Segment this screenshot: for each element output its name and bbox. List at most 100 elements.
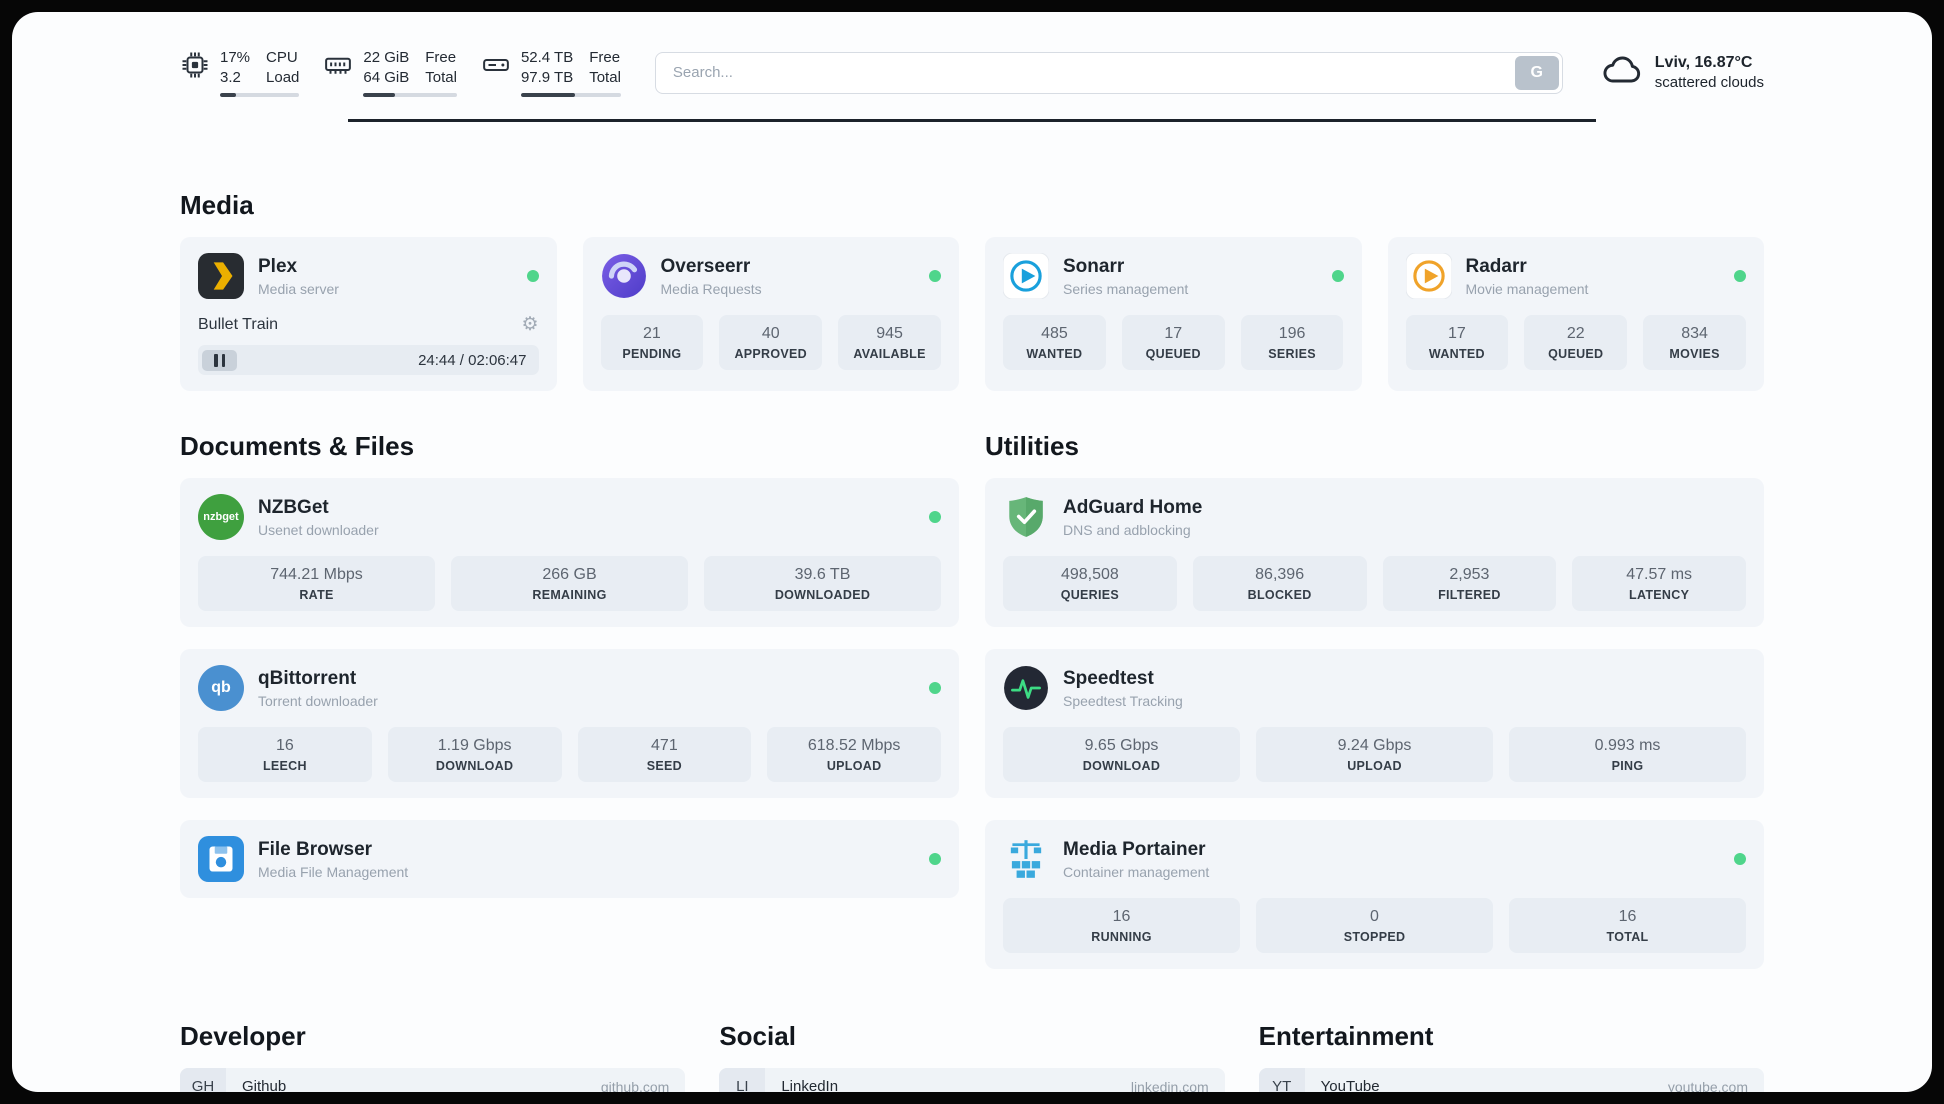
service-card-radarr[interactable]: Radarr Movie management 17 WANTED 22 QUE… xyxy=(1387,237,1764,391)
stat-label: STOPPED xyxy=(1343,930,1406,944)
bookmark-abbr: LI xyxy=(719,1068,766,1092)
stat-stopped: 0 STOPPED xyxy=(1256,898,1493,953)
service-card-adguard[interactable]: AdGuard Home DNS and adblocking 498,508 … xyxy=(985,478,1764,627)
stat-available: 945 AVAILABLE xyxy=(838,315,941,370)
service-subtitle: Media File Management xyxy=(258,863,409,880)
disk-free-label: Free xyxy=(589,49,621,66)
weather-location-temp: Lviv, 16.87°C xyxy=(1654,54,1753,71)
cloud-icon xyxy=(1601,52,1645,93)
stat-label: QUEUED xyxy=(1145,347,1201,361)
section-utilities: Utilities xyxy=(985,431,1764,969)
bookmark-youtube[interactable]: YT YouTube youtube.com xyxy=(1258,1068,1764,1093)
stat-blocked: 86,396 BLOCKED xyxy=(1192,556,1367,611)
settings-gear-icon[interactable]: ⚙ xyxy=(521,314,539,335)
service-name: Media Portainer xyxy=(1063,838,1206,860)
stat-label: RATE xyxy=(299,588,334,602)
stat-value: 86,396 xyxy=(1255,566,1305,583)
pause-button[interactable] xyxy=(202,349,237,371)
service-subtitle: Series management xyxy=(1063,280,1189,297)
cpu-chip-icon xyxy=(180,50,210,85)
card-titles: Overseerr Media Requests xyxy=(661,256,762,297)
stat-label: LATENCY xyxy=(1629,588,1690,602)
search-area: G xyxy=(654,51,1563,94)
search-input[interactable] xyxy=(658,64,1515,81)
stat-value: 834 xyxy=(1681,325,1708,342)
stat-value: 1.19 Gbps xyxy=(437,737,512,754)
stat-value: 2,953 xyxy=(1449,566,1490,583)
stat-rate: 744.21 Mbps RATE xyxy=(198,556,435,611)
stat-upload: 618.52 Mbps UPLOAD xyxy=(767,727,941,782)
service-name: Plex xyxy=(258,255,298,277)
stat-value: 16 xyxy=(275,737,294,754)
service-card-sonarr[interactable]: Sonarr Series management 485 WANTED 17 Q… xyxy=(985,237,1362,391)
stat-seed: 471 SEED xyxy=(577,727,752,782)
card-titles: AdGuard Home DNS and adblocking xyxy=(1063,497,1202,538)
bookmark-domain: linkedin.com xyxy=(1130,1078,1209,1093)
stat-filtered: 2,953 FILTERED xyxy=(1382,556,1557,611)
memory-progress-bar xyxy=(363,93,457,97)
service-name: qBittorrent xyxy=(258,667,357,689)
stat-downloaded: 39.6 TB DOWNLOADED xyxy=(704,556,941,611)
status-online-dot xyxy=(1331,270,1344,282)
stat-label: WANTED xyxy=(1026,347,1083,361)
stat-value: 196 xyxy=(1278,325,1306,342)
section-title-media: Media xyxy=(180,190,254,220)
disk-total-label: Total xyxy=(589,69,621,86)
card-header: Speedtest Speedtest Tracking xyxy=(1003,665,1746,711)
stat-download: 9.65 Gbps DOWNLOAD xyxy=(1003,727,1240,782)
service-card-plex[interactable]: Plex Media server Bullet Train ⚙ 24:44 /… xyxy=(180,237,557,391)
bookmark-group-entertainment: Entertainment YT YouTube youtube.com NF … xyxy=(1258,1021,1764,1093)
portainer-crane-icon xyxy=(1003,836,1049,882)
search-box: G xyxy=(654,51,1563,94)
stat-label: AVAILABLE xyxy=(853,347,926,361)
cpu-label: CPU xyxy=(266,49,298,66)
stat-value: 471 xyxy=(651,737,678,754)
stat-value: 618.52 Mbps xyxy=(807,737,901,754)
service-card-speedtest[interactable]: Speedtest Speedtest Tracking 9.65 Gbps D… xyxy=(985,649,1764,798)
stat-label: SERIES xyxy=(1268,347,1316,361)
filebrowser-icon xyxy=(198,836,244,882)
memory-widget-body: 22 GiB 64 GiB Free Total xyxy=(363,48,457,97)
search-provider-button[interactable]: G xyxy=(1514,55,1559,90)
service-card-filebrowser[interactable]: File Browser Media File Management xyxy=(180,820,959,898)
status-online-dot xyxy=(929,511,941,523)
weather-condition: scattered clouds xyxy=(1654,74,1764,91)
bookmark-github[interactable]: GH Github github.com xyxy=(180,1068,686,1092)
section-title-social: Social xyxy=(719,1021,796,1051)
service-name: Overseerr xyxy=(660,255,751,277)
stat-value: 17 xyxy=(1164,325,1183,342)
bookmark-linkedin[interactable]: LI LinkedIn linkedin.com xyxy=(719,1068,1225,1093)
memory-free-value: 22 GiB xyxy=(363,49,410,66)
qbittorrent-icon: qb xyxy=(198,665,244,711)
bookmark-domain: youtube.com xyxy=(1667,1078,1748,1093)
service-name: Speedtest xyxy=(1063,667,1154,689)
bookmark-name: Github xyxy=(242,1078,287,1092)
weather-widget: Lviv, 16.87°C scattered clouds xyxy=(1601,52,1764,93)
card-titles: NZBGet Usenet downloader xyxy=(258,497,379,538)
status-online-dot xyxy=(929,270,941,282)
service-card-nzbget[interactable]: nzbget NZBGet Usenet downloader 744.21 M… xyxy=(180,478,959,627)
service-subtitle: Container management xyxy=(1063,863,1210,880)
playback-time: 24:44 / 02:06:47 xyxy=(418,351,527,369)
card-titles: qBittorrent Torrent downloader xyxy=(258,668,378,709)
stats-row: 21 PENDING 40 APPROVED 945 AVAILABLE xyxy=(600,315,942,370)
service-card-qbittorrent[interactable]: qb qBittorrent Torrent downloader 16 xyxy=(180,649,959,798)
stat-label: LEECH xyxy=(262,759,307,773)
stat-upload: 9.24 Gbps UPLOAD xyxy=(1256,727,1493,782)
service-card-portainer[interactable]: Media Portainer Container management 16 … xyxy=(985,820,1764,969)
disk-total-value: 97.9 TB xyxy=(520,69,574,86)
memory-ram-icon xyxy=(323,50,353,85)
stat-value: 744.21 Mbps xyxy=(270,566,363,583)
now-playing-row: Bullet Train ⚙ xyxy=(198,315,539,334)
service-card-overseerr[interactable]: Overseerr Media Requests 21 PENDING 40 A… xyxy=(582,237,959,391)
stat-running: 16 RUNNING xyxy=(1003,898,1240,953)
stat-queries: 498,508 QUERIES xyxy=(1003,556,1177,611)
stat-series: 196 SERIES xyxy=(1240,315,1344,370)
speedtest-pulse-icon xyxy=(1003,665,1049,711)
status-online-dot xyxy=(1734,853,1746,865)
stat-label: UPLOAD xyxy=(826,759,882,773)
hard-drive-icon xyxy=(481,50,511,85)
card-titles: File Browser Media File Management xyxy=(258,839,408,880)
card-header: File Browser Media File Management xyxy=(198,836,941,882)
stat-value: 9.65 Gbps xyxy=(1084,737,1159,754)
